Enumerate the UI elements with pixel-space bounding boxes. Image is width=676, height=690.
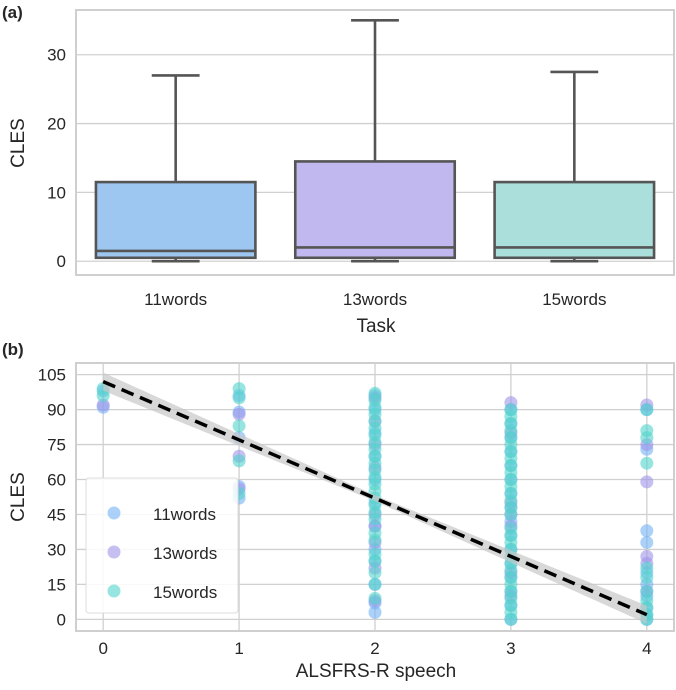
point-11words <box>368 605 382 619</box>
x-tick-label: 0 <box>98 639 107 658</box>
x-tick-label: 11words <box>144 290 207 309</box>
y-tick-label: 0 <box>57 610 66 629</box>
point-13words <box>96 398 110 412</box>
box-13words <box>293 160 457 260</box>
x-tick-label: 15words <box>542 290 606 309</box>
axes-frame <box>75 362 675 632</box>
point-11words <box>640 524 654 538</box>
x-axis-label-b: ALSFRS-R speech <box>296 661 457 682</box>
point-15words <box>96 389 110 403</box>
point-15words <box>232 454 246 468</box>
point-15words <box>504 507 518 521</box>
point-15words <box>640 431 654 445</box>
x-tick-label: 2 <box>370 639 379 658</box>
point-15words <box>640 561 654 575</box>
y-tick-label: 60 <box>47 471 66 490</box>
y-tick-label: 20 <box>47 115 66 134</box>
point-15words <box>232 391 246 405</box>
legend: 11words 13words 15words <box>85 477 239 614</box>
y-axis-label-a: CLES <box>8 118 29 168</box>
x-tick-label: 13words <box>343 290 407 309</box>
y-tick-label: 105 <box>38 366 66 385</box>
y-tick-label: 0 <box>57 252 66 271</box>
panel-label-b: (b) <box>2 340 24 359</box>
point-15words <box>368 533 382 547</box>
y-tick-label: 75 <box>47 436 66 455</box>
y-axis-label-b: CLES <box>8 472 29 522</box>
legend-marker-13words <box>107 545 121 559</box>
point-15words <box>640 456 654 470</box>
point-13words <box>232 407 246 421</box>
y-tick-label: 30 <box>47 540 66 559</box>
point-11words <box>640 535 654 549</box>
confidence-band <box>103 372 647 624</box>
y-tick-label: 45 <box>47 505 66 524</box>
point-15words <box>640 570 654 584</box>
point-15words <box>368 512 382 526</box>
axes-frame <box>75 9 675 276</box>
box-11words <box>94 180 257 260</box>
regression-line <box>102 380 648 617</box>
legend-frame <box>85 477 239 614</box>
point-15words <box>504 612 518 626</box>
point-15words <box>368 577 382 591</box>
legend-label: 15words <box>153 583 217 602</box>
x-axis-label-a: Task <box>356 316 396 337</box>
y-tick-label: 10 <box>47 183 66 202</box>
box-plot-panel: 0 10 20 30 11words 13words 15words <box>47 9 675 309</box>
legend-label: 13words <box>153 544 217 563</box>
point-15words <box>640 584 654 598</box>
point-15words <box>368 554 382 568</box>
box-15words <box>493 180 656 260</box>
point-15words <box>232 382 246 396</box>
point-15words <box>368 591 382 605</box>
y-tick-label: 30 <box>47 46 66 65</box>
x-tick-label: 3 <box>506 639 515 658</box>
x-tick-label: 1 <box>234 639 243 658</box>
point-15words <box>232 419 246 433</box>
x-tick-label: 4 <box>642 639 651 658</box>
y-tick-label: 15 <box>47 575 66 594</box>
legend-marker-15words <box>107 584 121 598</box>
legend-label: 11words <box>153 505 216 524</box>
point-13words <box>640 475 654 489</box>
scatter-panel: 0 15 30 45 60 75 90 105 0 1 2 3 4 11words 13words 15wor… <box>38 362 675 658</box>
panel-label-a: (a) <box>2 3 23 22</box>
legend-marker-11words <box>107 506 121 520</box>
y-tick-label: 90 <box>47 401 66 420</box>
point-15words <box>640 403 654 417</box>
point-15words <box>368 566 382 580</box>
